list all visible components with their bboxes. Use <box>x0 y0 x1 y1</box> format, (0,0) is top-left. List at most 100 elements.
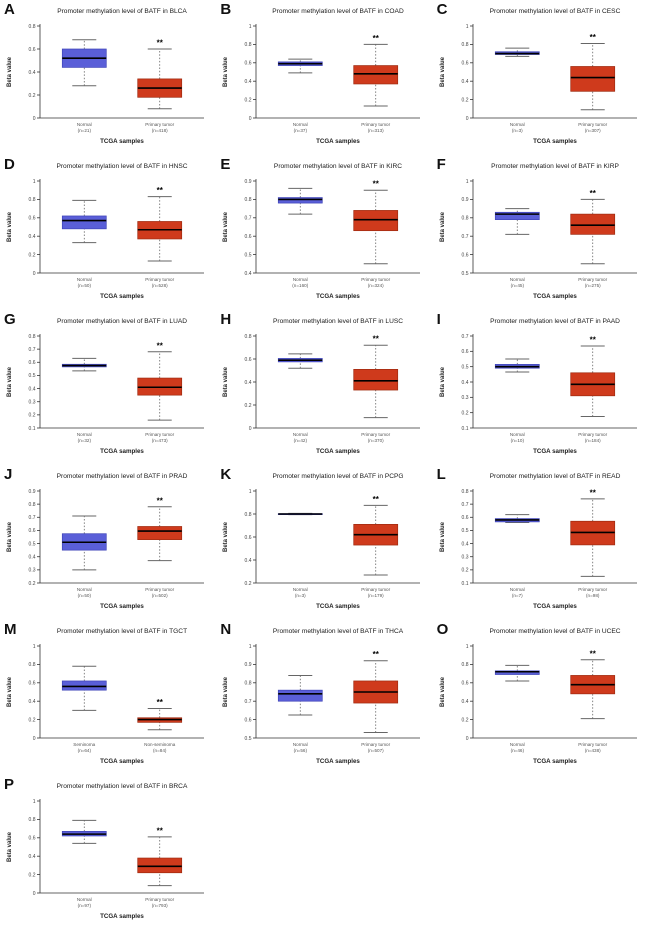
y-tick-label: 0 <box>249 426 252 432</box>
tumor-group: ** Primary tumor(n=528) <box>137 186 183 288</box>
boxplot-chart: Promoter methylation level of BATF in BR… <box>7 783 204 920</box>
y-tick-label: 0.8 <box>29 502 36 508</box>
group-sample-size: (n=56) <box>294 748 308 753</box>
boxplot-chart: Promoter methylation level of BATF in BL… <box>7 8 204 145</box>
y-axis-label: Beta value <box>7 521 13 552</box>
y-tick-label: 0.8 <box>245 681 252 687</box>
y-tick-label: 0.8 <box>29 817 36 823</box>
y-axis-label: Beta value <box>7 831 13 862</box>
panel-H: H Promoter methylation level of BATF in L… <box>216 310 432 465</box>
x-axis-label: TCGA samples <box>533 138 577 145</box>
y-axis-label: Beta value <box>223 211 229 242</box>
panel-O: O Promoter methylation level of BATF in U… <box>433 620 649 775</box>
y-tick-label: 0 <box>33 736 36 742</box>
y-tick-label: 0.8 <box>29 334 36 340</box>
y-tick-label: 0.6 <box>29 836 36 842</box>
panel-letter: M <box>4 621 17 638</box>
x-axis-label: TCGA samples <box>100 448 144 455</box>
y-tick-label: 0.4 <box>29 386 36 392</box>
chart-title: Promoter methylation level of BATF in LU… <box>57 318 187 325</box>
group-label: Primary tumor <box>145 277 174 282</box>
x-axis-label: TCGA samples <box>100 603 144 610</box>
group-label: Normal <box>77 277 92 282</box>
tumor-group: ** Primary tumor(n=179) <box>353 495 399 598</box>
y-axis-label: Beta value <box>7 211 13 242</box>
tumor-group: ** Primary tumor(n=473) <box>137 341 183 443</box>
panel-P: P Promoter methylation level of BATF in B… <box>0 775 216 930</box>
y-tick-label: 0.2 <box>461 410 468 416</box>
y-tick-label: 0.2 <box>29 872 36 878</box>
y-tick-label: 0.7 <box>461 234 468 240</box>
panel-C: C Promoter methylation level of BATF in C… <box>433 0 649 155</box>
panel-K: K Promoter methylation level of BATF in P… <box>216 465 432 620</box>
group-label: Primary tumor <box>362 587 391 592</box>
tumor-box <box>570 66 615 92</box>
y-tick-label: 1 <box>249 489 252 495</box>
group-label: Seminoma <box>73 742 95 747</box>
group-label: Normal <box>510 277 525 282</box>
group-sample-size: (n=184) <box>584 438 600 443</box>
group-sample-size: (n=418) <box>152 128 168 133</box>
boxplot-chart: Promoter methylation level of BATF in UC… <box>440 628 637 765</box>
y-tick-label: 0.4 <box>461 79 468 85</box>
x-axis-label: TCGA samples <box>533 603 577 610</box>
panel-A: A Promoter methylation level of BATF in B… <box>0 0 216 155</box>
group-sample-size: (n=10) <box>510 438 524 443</box>
y-tick-label: 0 <box>465 116 468 122</box>
y-tick-label: 0.4 <box>461 380 468 386</box>
tumor-group: ** Primary tumor(n=98) <box>570 488 615 598</box>
y-tick-label: 1 <box>249 644 252 650</box>
group-sample-size: (n=370) <box>368 438 384 443</box>
tumor-group: ** Primary tumor(n=370) <box>353 335 399 443</box>
y-axis-label: Beta value <box>440 56 446 87</box>
tumor-box <box>353 65 399 85</box>
y-tick-label: 0.7 <box>461 334 468 340</box>
y-tick-label: 0.5 <box>461 364 468 370</box>
panel-L: L Promoter methylation level of BATF in R… <box>433 465 649 620</box>
y-tick-label: 0.8 <box>245 42 252 48</box>
y-tick-label: 0.7 <box>29 347 36 353</box>
boxplot-chart: Promoter methylation level of BATF in KI… <box>223 163 421 300</box>
panel-letter: A <box>4 1 15 18</box>
panel-letter: L <box>436 466 446 483</box>
x-axis-label: TCGA samples <box>100 293 144 300</box>
y-tick-label: 0.2 <box>29 581 36 587</box>
y-tick-label: 0.4 <box>245 380 252 386</box>
tumor-group: ** Primary tumor(n=275) <box>570 189 615 288</box>
y-tick-label: 0.6 <box>29 216 36 222</box>
y-axis-label: Beta value <box>7 56 13 87</box>
normal-group: Normal(n=45) <box>494 208 540 288</box>
group-sample-size: (n=324) <box>368 283 384 288</box>
normal-box <box>61 680 107 691</box>
panel-B: B Promoter methylation level of BATF in C… <box>216 0 432 155</box>
group-label: Primary tumor <box>362 432 391 437</box>
y-tick-label: 1 <box>249 24 252 30</box>
y-tick-label: 0.3 <box>29 568 36 574</box>
group-label: Normal <box>510 587 525 592</box>
y-axis-label: Beta value <box>7 366 13 397</box>
chart-title: Promoter methylation level of BATF in PA… <box>490 318 620 325</box>
panel-letter: H <box>220 311 232 328</box>
y-axis-label: Beta value <box>223 366 229 397</box>
group-label: Normal <box>510 432 525 437</box>
chart-title: Promoter methylation level of BATF in TH… <box>273 628 404 635</box>
y-axis-label: Beta value <box>223 521 229 552</box>
x-axis-label: TCGA samples <box>533 758 577 765</box>
significance-stars: ** <box>373 180 380 189</box>
tumor-group: ** Primary tumor(n=184) <box>570 335 615 443</box>
panel-G: G Promoter methylation level of BATF in L… <box>0 310 216 465</box>
y-tick-label: 0.6 <box>245 234 252 240</box>
chart-title: Promoter methylation level of BATF in TG… <box>57 628 187 635</box>
y-tick-label: 1 <box>465 644 468 650</box>
y-tick-label: 0.4 <box>245 558 252 564</box>
y-tick-label: 0.2 <box>29 717 36 723</box>
group-label: Primary tumor <box>578 432 607 437</box>
tumor-group: ** Primary tumor(n=307) <box>570 33 615 133</box>
group-sample-size: (n=50) <box>78 593 92 598</box>
y-tick-label: 0.6 <box>29 360 36 366</box>
group-sample-size: (n=98) <box>586 593 600 598</box>
y-tick-label: 1 <box>33 644 36 650</box>
boxplot-chart: Promoter methylation level of BATF in LU… <box>223 318 421 455</box>
significance-stars: ** <box>589 649 596 658</box>
y-tick-label: 0.6 <box>461 252 468 258</box>
